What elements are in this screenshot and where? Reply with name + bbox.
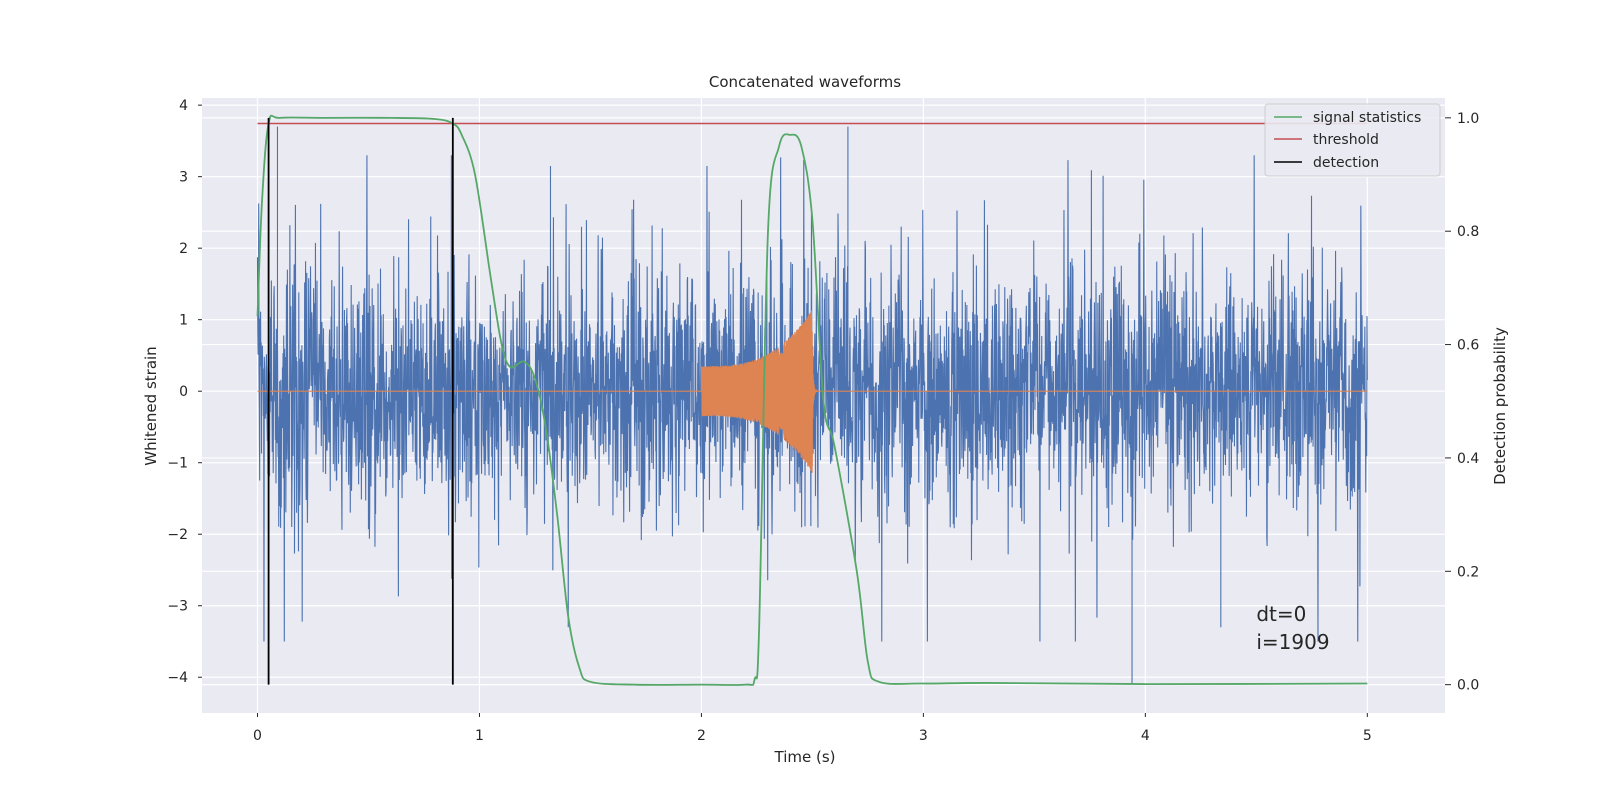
series-chirp <box>257 310 1368 473</box>
legend-box <box>1264 103 1441 177</box>
y-axis-ticks: −4 −3 −2 −1 0 1 2 3 4 <box>167 98 202 686</box>
chirp-line <box>257 310 1368 473</box>
y-tick-label: 2 <box>179 241 188 257</box>
y-tick-label: −3 <box>167 599 188 615</box>
chart-title: Concatenated waveforms <box>709 73 901 91</box>
x-tick-label: 0 <box>253 728 262 744</box>
x-axis-ticks: 0 1 2 3 4 5 <box>253 713 1372 744</box>
y-tick-label: −4 <box>167 670 188 686</box>
y2-tick-label: 0.8 <box>1457 224 1479 240</box>
x-tick-label: 3 <box>919 728 928 744</box>
legend: signal statistics threshold detection <box>1264 103 1441 177</box>
y2-tick-label: 0.4 <box>1457 451 1479 467</box>
y-tick-label: −1 <box>167 456 188 472</box>
y-tick-label: 1 <box>179 313 188 329</box>
legend-label-detection: detection <box>1313 155 1379 171</box>
y2-tick-label: 0.6 <box>1457 338 1479 354</box>
y-tick-label: −2 <box>167 527 188 543</box>
y2-axis-label: Detection probability <box>1491 327 1509 485</box>
x-axis-label: Time (s) <box>774 748 836 766</box>
x-tick-label: 1 <box>475 728 484 744</box>
x-tick-label: 4 <box>1141 728 1150 744</box>
y-tick-label: 0 <box>179 384 188 400</box>
y-tick-label: 4 <box>179 98 188 114</box>
y2-tick-label: 0.0 <box>1457 678 1479 694</box>
annotation-index: i=1909 <box>1256 630 1329 654</box>
x-tick-label: 2 <box>697 728 706 744</box>
series-detection <box>267 117 454 685</box>
y2-axis-ticks: 0.0 0.2 0.4 0.6 0.8 1.0 <box>1445 111 1479 694</box>
legend-label-threshold: threshold <box>1313 132 1379 148</box>
annotation-dt: dt=0 <box>1256 602 1306 626</box>
y2-tick-label: 1.0 <box>1457 111 1479 127</box>
x-tick-label: 5 <box>1363 728 1372 744</box>
y2-tick-label: 0.2 <box>1457 564 1479 580</box>
y-tick-label: 3 <box>179 170 188 186</box>
legend-label-signal-statistics: signal statistics <box>1313 110 1421 126</box>
y-axis-label: Whitened strain <box>142 346 160 465</box>
